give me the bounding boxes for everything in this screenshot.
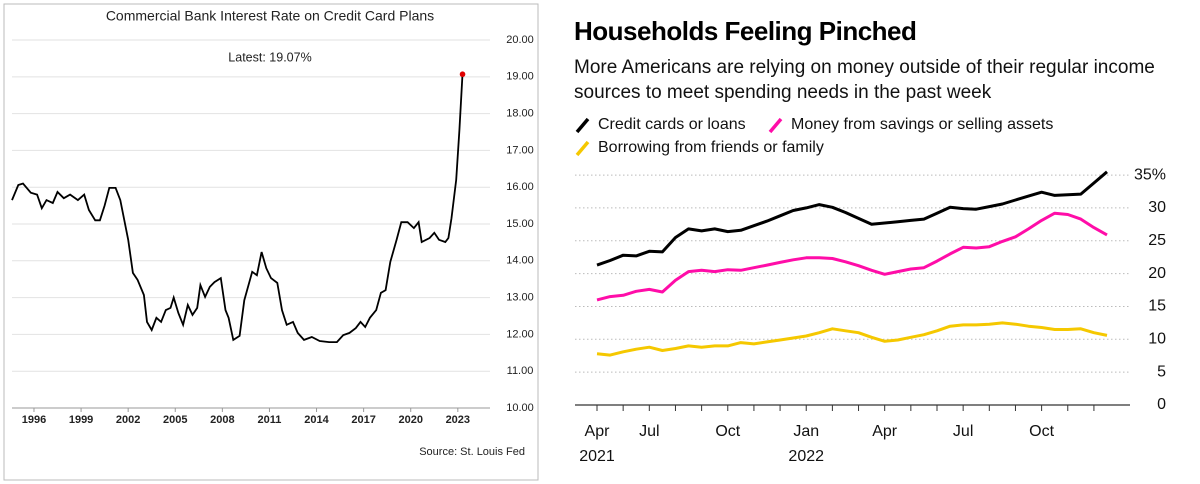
y-tick-label: 15 bbox=[1148, 298, 1166, 315]
x-tick-label: Oct bbox=[715, 423, 740, 440]
x-tick-label: 2005 bbox=[163, 414, 187, 426]
y-tick-label: 10 bbox=[1148, 331, 1166, 348]
y-tick-label: 5 bbox=[1157, 363, 1166, 380]
legend-swatch bbox=[768, 117, 783, 134]
x-tick-label: 2011 bbox=[258, 414, 282, 426]
line bbox=[596, 211, 1108, 302]
legend-label: Borrowing from friends or family bbox=[598, 139, 824, 156]
x-tick-label: 1996 bbox=[22, 414, 46, 426]
right-chart: 0 5 10 15 20 25 30 35% Apr 2021 Jul Oct Jan 2022 Apr Ju… bbox=[575, 116, 1166, 465]
x-tick-label: 2008 bbox=[210, 414, 234, 426]
latest-point bbox=[459, 71, 466, 78]
x-year-label: 2022 bbox=[788, 448, 824, 465]
x-tick-label: 2014 bbox=[304, 414, 329, 426]
x-tick-label: Jul bbox=[639, 423, 659, 440]
y-tick-label: 35% bbox=[1134, 166, 1166, 183]
x-tick-label: 1999 bbox=[69, 414, 93, 426]
y-tick-label: 13.00 bbox=[506, 292, 534, 304]
chart-title: Households Feeling Pinched bbox=[574, 16, 917, 46]
left-frame bbox=[3, 3, 539, 481]
x-year-label: 2021 bbox=[579, 448, 615, 465]
x-tick-label: 2020 bbox=[398, 414, 422, 426]
y-tick-label: 20 bbox=[1148, 265, 1166, 282]
y-tick-label: 30 bbox=[1148, 199, 1166, 216]
y-tick-label: 14.00 bbox=[506, 255, 534, 267]
chart-title: Commercial Bank Interest Rate on Credit … bbox=[106, 8, 434, 24]
x-tick-label: Jul bbox=[953, 423, 973, 440]
y-tick-label: 16.00 bbox=[506, 181, 534, 193]
legend-swatch bbox=[575, 140, 590, 157]
x-tick-label: 2023 bbox=[446, 414, 470, 426]
legend-swatch bbox=[575, 117, 590, 134]
y-tick-label: 10.00 bbox=[506, 402, 534, 414]
y-tick-label: 25 bbox=[1148, 232, 1166, 249]
y-tick-label: 11.00 bbox=[507, 365, 534, 377]
x-tick-label: Oct bbox=[1029, 423, 1054, 440]
x-tick-label: Jan bbox=[793, 423, 819, 440]
line bbox=[596, 321, 1108, 357]
line bbox=[11, 74, 464, 343]
legend-label: Credit cards or loans bbox=[598, 116, 746, 133]
legend-label: Money from savings or selling assets bbox=[791, 116, 1053, 133]
left-chart: Commercial Bank Interest Rate on Credit … bbox=[11, 8, 534, 458]
y-tick-label: 15.00 bbox=[506, 218, 534, 230]
y-tick-label: 17.00 bbox=[506, 144, 534, 156]
x-tick-label: 2002 bbox=[116, 414, 140, 426]
y-tick-label: 20.00 bbox=[506, 34, 534, 46]
y-tick-label: 18.00 bbox=[506, 108, 534, 120]
line bbox=[596, 170, 1108, 267]
chart-subtitle: More Americans are relying on money outs… bbox=[574, 57, 1155, 103]
x-tick-label: Apr bbox=[585, 423, 611, 440]
source: Source: St. Louis Fed bbox=[419, 446, 525, 458]
x-tick-label: 2017 bbox=[351, 414, 375, 426]
y-tick-label: 19.00 bbox=[506, 71, 534, 83]
y-tick-label: 0 bbox=[1157, 396, 1166, 413]
y-tick-label: 12.00 bbox=[506, 328, 534, 340]
x-tick-label: Apr bbox=[872, 423, 898, 440]
annotation: Latest: 19.07% bbox=[228, 50, 311, 64]
